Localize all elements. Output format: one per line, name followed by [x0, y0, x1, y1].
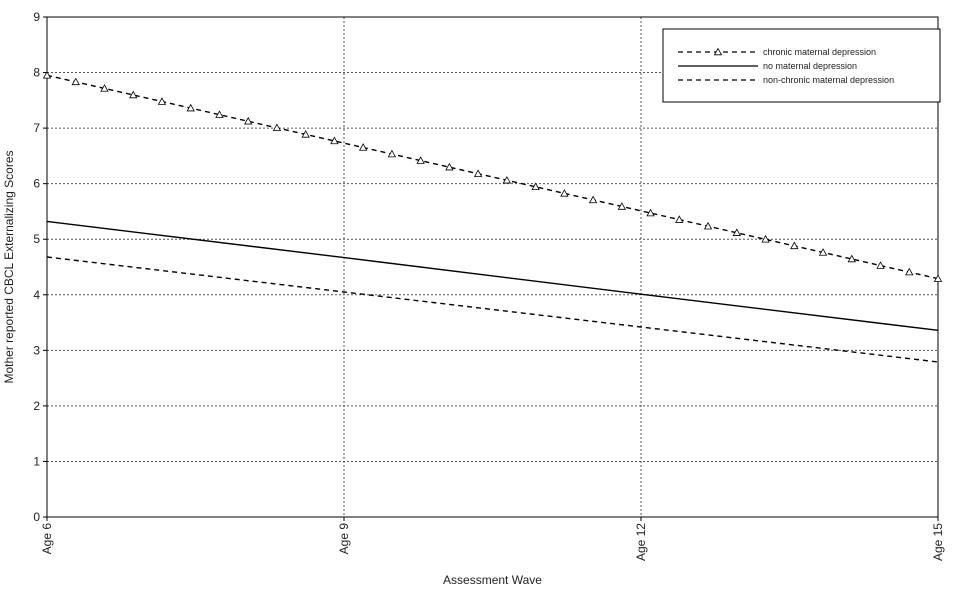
triangle-marker	[847, 254, 856, 263]
x-axis-ticks: Age 6 Age 9 Age 12 Age 15	[40, 517, 945, 561]
triangle-marker	[646, 208, 655, 217]
x-axis-title: Assessment Wave	[443, 573, 542, 587]
series-2	[46, 220, 939, 332]
x-tick-label: Age 15	[931, 523, 945, 561]
triangle-marker	[129, 90, 138, 99]
triangle-marker	[272, 123, 282, 132]
triangle-marker	[100, 84, 109, 92]
triangle-marker	[416, 156, 425, 164]
legend-label: no maternal depression	[763, 61, 857, 71]
x-tick-label: Age 9	[337, 523, 351, 555]
triangle-marker	[876, 261, 885, 269]
triangle-marker	[617, 202, 627, 210]
triangle-marker	[215, 110, 224, 118]
series-line	[46, 74, 939, 280]
legend-label: non-chronic maternal depression	[763, 75, 894, 85]
legend: chronic maternal depression no maternal d…	[662, 28, 941, 103]
triangle-marker	[818, 248, 828, 256]
triangle-marker	[905, 267, 914, 276]
triangle-marker	[703, 221, 713, 230]
legend-item: non-chronic maternal depression	[678, 75, 894, 85]
legend-items: chronic maternal depression no maternal d…	[678, 47, 894, 85]
triangle-marker	[473, 169, 483, 177]
series-layer	[42, 71, 943, 363]
series-line	[46, 256, 939, 363]
legend-item: no maternal depression	[678, 61, 857, 71]
y-tick-label: 1	[33, 454, 40, 468]
triangle-marker	[790, 241, 799, 250]
legend-item: chronic maternal depression	[678, 47, 876, 57]
triangle-marker	[445, 162, 454, 171]
y-tick-label: 9	[33, 10, 40, 24]
triangle-marker	[675, 215, 684, 223]
triangle-marker	[732, 228, 741, 236]
y-axis-ticks: 0 1 2 3 4 5 6 7 8 9	[33, 10, 47, 524]
y-tick-label: 4	[33, 288, 40, 302]
series-1	[42, 71, 943, 282]
y-tick-label: 3	[33, 343, 40, 357]
grid-lines	[47, 17, 938, 517]
legend-label: chronic maternal depression	[763, 47, 876, 57]
triangle-marker	[157, 97, 167, 105]
x-tick-label: Age 12	[634, 523, 648, 561]
triangle-marker	[761, 234, 770, 243]
triangle-marker	[531, 182, 540, 191]
triangle-marker	[387, 149, 397, 158]
y-tick-label: 6	[33, 177, 40, 191]
y-tick-label: 8	[33, 66, 40, 80]
triangle-marker	[42, 71, 52, 79]
plot-area-frame	[46, 16, 939, 518]
triangle-marker	[71, 77, 80, 86]
y-tick-label: 7	[33, 121, 40, 135]
triangle-marker	[560, 189, 569, 197]
y-tick-label: 5	[33, 232, 40, 246]
series-3	[46, 256, 939, 363]
triangle-marker	[933, 274, 943, 282]
x-tick-label: Age 6	[40, 523, 54, 555]
triangle-marker	[502, 175, 512, 184]
triangle-marker	[301, 130, 310, 138]
triangle-marker	[244, 116, 253, 125]
triangle-marker	[588, 195, 598, 204]
y-tick-label: 2	[33, 399, 40, 413]
legend-triangle-marker	[713, 47, 723, 56]
triangle-marker	[186, 103, 195, 112]
triangle-marker	[358, 143, 368, 151]
triangle-marker	[330, 136, 339, 145]
series-line	[46, 220, 939, 332]
y-axis-title: Mother reported CBCL Externalizing Score…	[2, 151, 16, 384]
y-tick-label: 0	[33, 510, 40, 524]
